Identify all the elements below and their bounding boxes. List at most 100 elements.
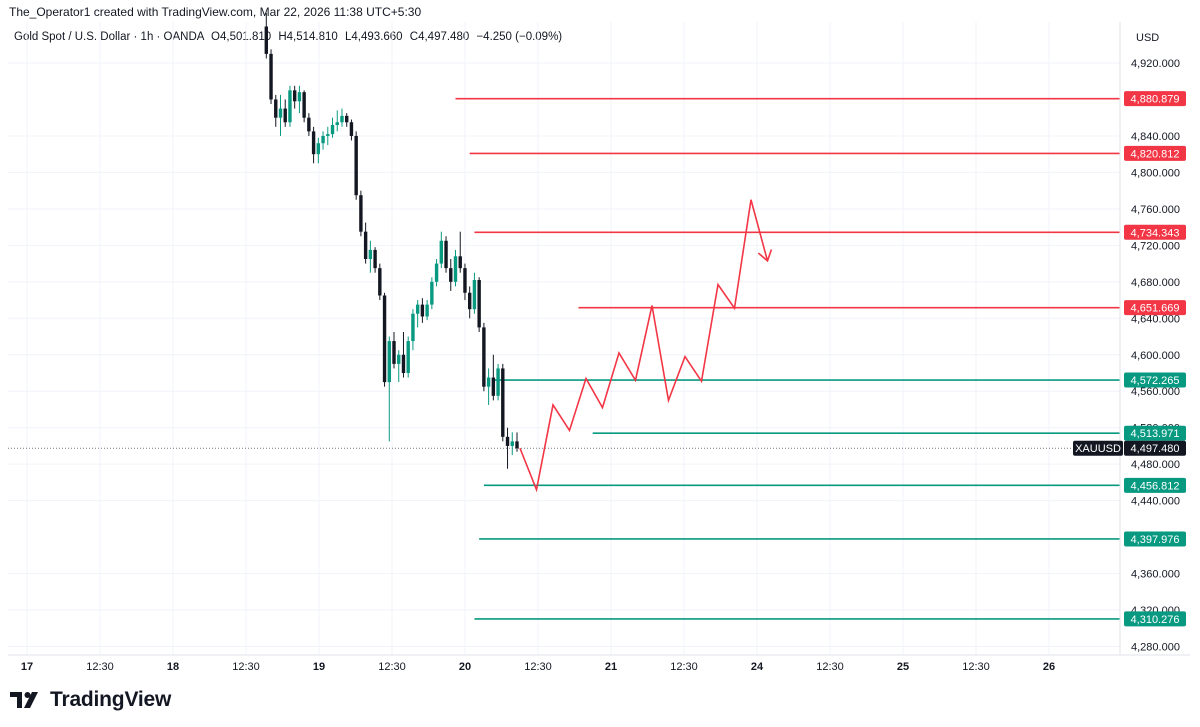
candle-body xyxy=(297,92,302,102)
candle-body xyxy=(392,341,396,364)
time-tick-label[interactable]: 17 xyxy=(21,661,33,673)
tradingview-logo: TradingView xyxy=(10,688,171,712)
chart-credit: The_Operator1 created with TradingView.c… xyxy=(9,5,422,19)
candle-body xyxy=(515,441,519,449)
time-tick-label[interactable]: 26 xyxy=(1043,661,1055,673)
candle-body xyxy=(363,231,368,260)
support-price-tag xyxy=(1124,372,1186,388)
candle-body xyxy=(496,368,500,396)
candle-body xyxy=(401,354,406,373)
price-tag-label: 4,310.276 xyxy=(1131,614,1180,626)
candle-body xyxy=(505,436,510,446)
projection-arrow-head xyxy=(757,249,773,263)
price-tick-label[interactable]: 4,360.000 xyxy=(1131,569,1180,581)
currency-label[interactable]: USD xyxy=(1136,32,1159,44)
candle-body xyxy=(321,135,325,144)
candle-body xyxy=(326,134,330,136)
price-axis[interactable]: USD 4,920.000 4,840.000 4,800.000 4,760.000… xyxy=(1119,22,1180,655)
price-tick-label[interactable]: 4,280.000 xyxy=(1131,642,1180,654)
price-tick-label[interactable]: 4,480.000 xyxy=(1131,459,1180,471)
time-axis[interactable]: 17 12:30 18 12:30 19 12:30 20 12:30 21 12:30 24 12:… xyxy=(8,654,1190,673)
candle-body xyxy=(302,92,306,118)
support-price-tag xyxy=(1124,425,1186,441)
candle-body xyxy=(311,131,316,155)
candle-body xyxy=(335,122,339,125)
price-tick-label[interactable]: 4,920.000 xyxy=(1131,58,1180,70)
symbol-tag xyxy=(1073,440,1123,456)
price-tag-label: 4,880.879 xyxy=(1131,94,1180,106)
time-tick-label[interactable]: 24 xyxy=(751,661,764,673)
candle-body xyxy=(444,240,448,269)
price-tick-label[interactable]: 4,640.000 xyxy=(1131,313,1180,325)
price-tick-label[interactable]: 4,800.000 xyxy=(1131,167,1180,179)
price-tick-label[interactable]: 4,680.000 xyxy=(1131,277,1180,289)
candle-body xyxy=(467,292,472,310)
time-tick-label[interactable]: 25 xyxy=(897,661,909,673)
ohlc-change: −4.250 (−0.09%) xyxy=(476,31,563,43)
price-tag-label: 4,397.976 xyxy=(1131,534,1180,546)
price-tag-label: 4,734.343 xyxy=(1131,227,1180,239)
candle-body xyxy=(354,135,358,196)
price-tag-label: 4,513.971 xyxy=(1131,428,1180,440)
ohlc-high: H4,514.810 xyxy=(278,31,338,43)
time-tick-label[interactable]: 12:30 xyxy=(232,661,260,673)
price-tick-label[interactable]: 4,560.000 xyxy=(1131,386,1180,398)
candle-body xyxy=(486,377,491,387)
candle-body xyxy=(378,268,382,296)
last-price-tag xyxy=(1124,440,1186,456)
resistance-price-tag xyxy=(1124,224,1186,240)
time-tick-label[interactable]: 18 xyxy=(167,661,179,673)
time-tick-label[interactable]: 19 xyxy=(313,661,325,673)
symbol-name[interactable]: Gold Spot / U.S. Dollar · 1h · OANDA xyxy=(14,31,204,43)
candle-body xyxy=(425,304,429,317)
time-tick-label[interactable]: 20 xyxy=(459,661,471,673)
candle-body xyxy=(458,256,462,269)
time-tick-label[interactable]: 12:30 xyxy=(378,661,406,673)
resistance-price-tag xyxy=(1124,145,1186,161)
candle-body xyxy=(349,122,354,136)
candle-body xyxy=(330,125,335,135)
candle-body xyxy=(420,304,425,317)
candle-body xyxy=(359,195,363,232)
tradingview-logo-text: TradingView xyxy=(50,688,172,711)
support-price-tag xyxy=(1124,531,1186,547)
symbol-info: Gold Spot / U.S. Dollar · 1h · OANDA O4,… xyxy=(14,31,562,43)
time-tick-label[interactable]: 12:30 xyxy=(962,661,990,673)
candle-body xyxy=(501,368,505,437)
candle-body xyxy=(269,53,273,100)
time-tick-label[interactable]: 12:30 xyxy=(816,661,844,673)
time-tick-label[interactable]: 21 xyxy=(605,661,617,673)
price-tick-label[interactable]: 4,840.000 xyxy=(1131,131,1180,143)
time-tick-label[interactable]: 12:30 xyxy=(86,661,114,673)
candle-body xyxy=(288,90,292,123)
projection-layer xyxy=(519,199,773,493)
candle-body xyxy=(264,26,268,54)
candle-body xyxy=(340,115,344,123)
time-tick-label[interactable]: 12:30 xyxy=(670,661,698,673)
candle-body xyxy=(434,263,439,282)
levels-layer xyxy=(8,97,1120,620)
price-tick-label[interactable]: 4,760.000 xyxy=(1131,204,1180,216)
price-tick-label[interactable]: 4,600.000 xyxy=(1131,350,1180,362)
price-tick-label[interactable]: 4,440.000 xyxy=(1131,496,1180,508)
price-tag-label: 4,456.812 xyxy=(1131,480,1180,492)
candle-body xyxy=(472,280,477,310)
candle-body xyxy=(477,280,481,328)
candle-body xyxy=(491,377,496,396)
candle-body xyxy=(316,143,321,155)
ohlc-open: O4,501.810 xyxy=(211,31,272,43)
price-tick-label[interactable]: 4,720.000 xyxy=(1131,240,1180,252)
candle-body xyxy=(278,108,283,118)
ohlc-close: C4,497.480 xyxy=(409,31,470,43)
time-tick-label[interactable]: 12:30 xyxy=(524,661,552,673)
candle-body xyxy=(373,249,377,269)
candle-body xyxy=(449,268,453,282)
candle-body xyxy=(292,90,297,102)
candle-body xyxy=(453,256,458,282)
resistance-price-tag xyxy=(1124,91,1186,107)
price-tag-label: 4,572.265 xyxy=(1131,375,1180,387)
candle-body xyxy=(274,99,278,118)
candle-body xyxy=(283,108,287,123)
last-price-tag-label: 4,497.480 xyxy=(1131,443,1180,455)
